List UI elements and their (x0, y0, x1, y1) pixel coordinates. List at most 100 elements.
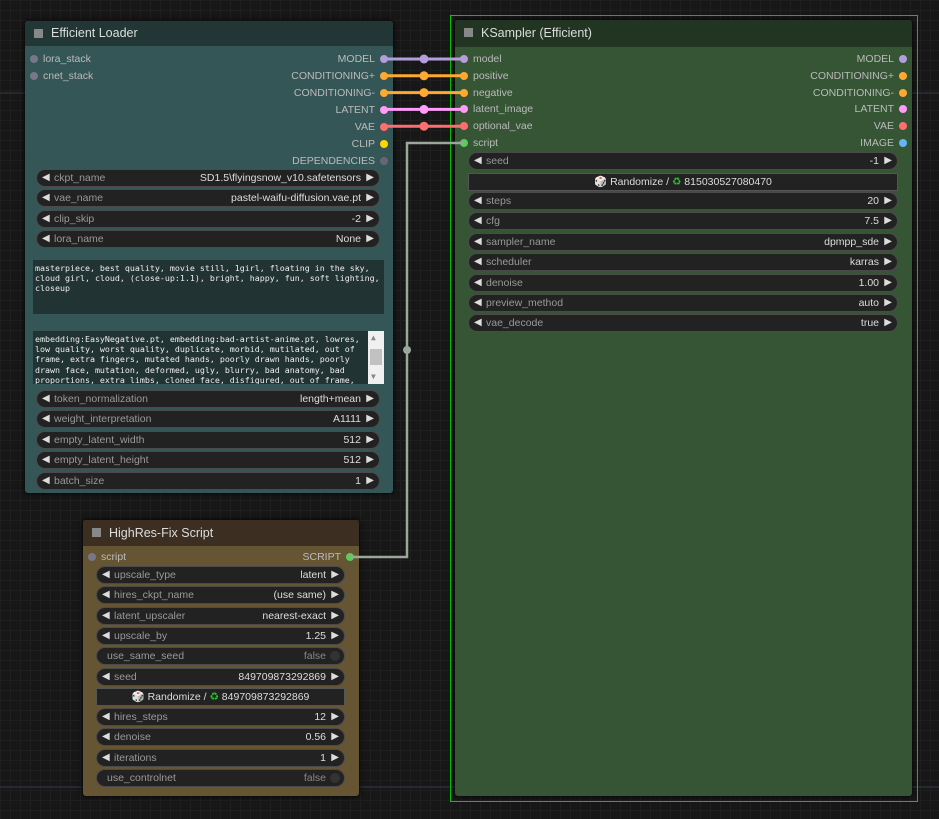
widget-value[interactable]: pastel-waifu-diffusion.vae.pt (231, 192, 361, 205)
increment-arrow-icon[interactable]: ▶ (366, 232, 374, 244)
widget-value[interactable]: SD1.5\flyingsnow_v10.safetensors (199, 172, 361, 184)
input-slot-cnet-stack[interactable]: cnet_stack (30, 69, 93, 83)
widget-value[interactable]: false (303, 650, 326, 662)
increment-arrow-icon[interactable]: ▶ (366, 393, 374, 404)
increment-arrow-icon[interactable]: ▶ (366, 192, 374, 204)
output-slot-vae[interactable]: VAE (874, 119, 907, 133)
increment-arrow-icon[interactable]: ▶ (331, 731, 339, 743)
widget-lora-name[interactable]: ◀ lora_name None ▶ (36, 229, 380, 248)
output-slot-model[interactable]: MODEL (857, 52, 907, 66)
widget-use-controlnet[interactable]: use_controlnet false (96, 769, 345, 787)
widget-seed[interactable]: ◀ seed -1 ▶ (468, 152, 898, 170)
decrement-arrow-icon[interactable]: ◀ (474, 276, 482, 288)
widget-hires-ckpt-name[interactable]: ◀ hires_ckpt_name (use same) ▶ (96, 586, 345, 605)
widget-value[interactable]: auto (858, 297, 879, 309)
decrement-arrow-icon[interactable]: ◀ (42, 192, 50, 204)
increment-arrow-icon[interactable]: ▶ (884, 155, 892, 166)
slot-dot-icon[interactable] (899, 122, 907, 131)
widget-value[interactable]: 849709873292869 (238, 671, 326, 683)
output-slot-image[interactable]: IMAGE (860, 136, 907, 150)
output-slot-conditioning-[interactable]: CONDITIONING+ (291, 69, 388, 83)
positive-prompt-textarea[interactable]: masterpiece, best quality, movie still, … (33, 260, 384, 314)
output-slot-vae[interactable]: VAE (355, 120, 388, 134)
output-slot-model[interactable]: MODEL (338, 52, 388, 66)
widget-value[interactable]: 1 (320, 751, 326, 764)
slot-dot-icon[interactable] (899, 55, 907, 63)
decrement-arrow-icon[interactable]: ◀ (42, 413, 50, 425)
widget-value[interactable]: nearest-exact (262, 609, 326, 622)
increment-arrow-icon[interactable]: ▶ (884, 215, 892, 227)
output-slot-conditioning-[interactable]: CONDITIONING+ (810, 69, 907, 83)
slot-dot-icon[interactable] (30, 55, 38, 63)
slot-dot-icon[interactable] (380, 123, 388, 131)
toggle-knob[interactable] (330, 773, 340, 783)
decrement-arrow-icon[interactable]: ◀ (42, 454, 50, 466)
decrement-arrow-icon[interactable]: ◀ (474, 256, 482, 268)
widget-batch-size[interactable]: ◀ batch_size 1 ▶ (36, 471, 380, 490)
widget-value[interactable]: 512 (343, 454, 361, 467)
widget-ckpt-name[interactable]: ◀ ckpt_name SD1.5\flyingsnow_v10.safetenso… (36, 169, 380, 187)
link-midpoint[interactable] (419, 104, 429, 114)
widget-value[interactable]: dpmpp_sde (824, 235, 879, 248)
input-slot-lora-stack[interactable]: lora_stack (30, 52, 91, 66)
increment-arrow-icon[interactable]: ▶ (884, 276, 892, 288)
output-slot-conditioning-[interactable]: CONDITIONING- (813, 86, 907, 100)
widget-value[interactable]: 7.5 (864, 215, 879, 228)
slot-dot-icon[interactable] (380, 157, 388, 165)
collapse-icon[interactable] (34, 29, 43, 38)
widget-use-same-seed[interactable]: use_same_seed false (96, 647, 345, 665)
widget-value[interactable]: None (335, 232, 361, 245)
widget-clip-skip[interactable]: ◀ clip_skip -2 ▶ (36, 209, 380, 228)
increment-arrow-icon[interactable]: ▶ (331, 589, 339, 601)
ksampler-efficient-node[interactable]: KSampler (Efficient) model positive negati… (455, 20, 912, 796)
decrement-arrow-icon[interactable]: ◀ (102, 751, 110, 763)
widget-value[interactable]: 512 (343, 433, 361, 446)
node-title-bar[interactable]: KSampler (Efficient) (455, 20, 912, 47)
widget-empty-latent-width[interactable]: ◀ empty_latent_width 512 ▶ (36, 430, 380, 449)
widget-weight-interpretation[interactable]: ◀ weight_interpretation A1111 ▶ (36, 410, 380, 429)
increment-arrow-icon[interactable]: ▶ (884, 317, 892, 329)
decrement-arrow-icon[interactable]: ◀ (102, 569, 110, 580)
decrement-arrow-icon[interactable]: ◀ (42, 172, 50, 183)
slot-dot-icon[interactable] (30, 72, 38, 80)
decrement-arrow-icon[interactable]: ◀ (474, 195, 482, 206)
widget-value[interactable]: karras (849, 256, 879, 269)
decrement-arrow-icon[interactable]: ◀ (474, 215, 482, 227)
output-slot-conditioning-[interactable]: CONDITIONING- (294, 86, 388, 100)
widget-value[interactable]: A1111 (332, 413, 361, 426)
link-midpoint[interactable] (419, 54, 429, 64)
output-slot-clip[interactable]: CLIP (352, 137, 388, 151)
widget-value[interactable]: 1 (355, 474, 361, 487)
scroll-down-icon[interactable]: ▼ (371, 371, 376, 381)
widget-steps[interactable]: ◀ steps 20 ▶ (468, 192, 898, 210)
link-midpoint[interactable] (403, 346, 411, 354)
output-slot-script[interactable]: SCRIPT (302, 550, 354, 564)
increment-arrow-icon[interactable]: ▶ (366, 454, 374, 466)
link-midpoint[interactable] (419, 88, 429, 98)
link-midpoint[interactable] (419, 121, 429, 131)
increment-arrow-icon[interactable]: ▶ (366, 413, 374, 425)
decrement-arrow-icon[interactable]: ◀ (42, 393, 50, 404)
widget-value[interactable]: (use same) (273, 589, 326, 602)
increment-arrow-icon[interactable]: ▶ (331, 609, 339, 621)
increment-arrow-icon[interactable]: ▶ (884, 195, 892, 206)
input-slot-script[interactable]: script (88, 550, 126, 564)
widget-value[interactable]: 12 (314, 711, 326, 723)
increment-arrow-icon[interactable]: ▶ (884, 256, 892, 268)
widget-value[interactable]: length+mean (299, 393, 361, 405)
decrement-arrow-icon[interactable]: ◀ (42, 433, 50, 445)
decrement-arrow-icon[interactable]: ◀ (102, 711, 110, 722)
slot-dot-icon[interactable] (380, 89, 388, 97)
increment-arrow-icon[interactable]: ▶ (366, 474, 374, 486)
decrement-arrow-icon[interactable]: ◀ (102, 589, 110, 601)
widget-value[interactable]: false (303, 772, 326, 784)
widget-value[interactable]: 0.56 (305, 731, 326, 744)
slot-dot-icon[interactable] (899, 105, 907, 114)
increment-arrow-icon[interactable]: ▶ (331, 751, 339, 763)
collapse-icon[interactable] (464, 28, 473, 37)
increment-arrow-icon[interactable]: ▶ (331, 711, 339, 722)
slot-dot-icon[interactable] (380, 140, 388, 148)
randomize-button[interactable]: 🎲 Randomize / ♻ 815030527080470 (468, 173, 898, 191)
slot-dot-icon[interactable] (346, 553, 354, 561)
increment-arrow-icon[interactable]: ▶ (884, 235, 892, 247)
